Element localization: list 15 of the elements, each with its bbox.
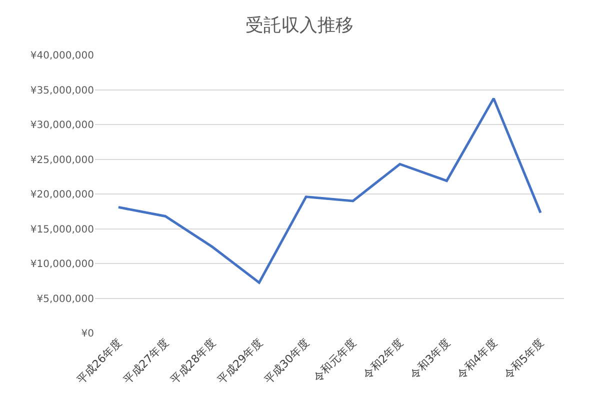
y-tick-label: ¥15,000,000 xyxy=(30,224,94,236)
y-tick-label: ¥40,000,000 xyxy=(30,50,94,62)
x-tick-label: 令和5年度 xyxy=(501,336,547,382)
x-tick-label: 令和3年度 xyxy=(408,336,453,382)
y-tick-label: ¥25,000,000 xyxy=(30,154,94,166)
y-tick-label: ¥30,000,000 xyxy=(30,120,94,131)
y-tick-label: ¥10,000,000 xyxy=(30,259,94,270)
x-tick-label: 令和2年度 xyxy=(360,336,406,382)
line-series xyxy=(117,97,542,284)
y-tick-label: ¥35,000,000 xyxy=(30,85,94,96)
y-tick-label: ¥20,000,000 xyxy=(30,190,94,200)
x-tick-label: 令和元年度 xyxy=(310,336,359,384)
x-tick-label: 令和4年度 xyxy=(454,336,500,382)
chart-title: 受託収入推移 xyxy=(246,14,354,36)
y-tick-label: ¥5,000,000 xyxy=(36,294,94,305)
